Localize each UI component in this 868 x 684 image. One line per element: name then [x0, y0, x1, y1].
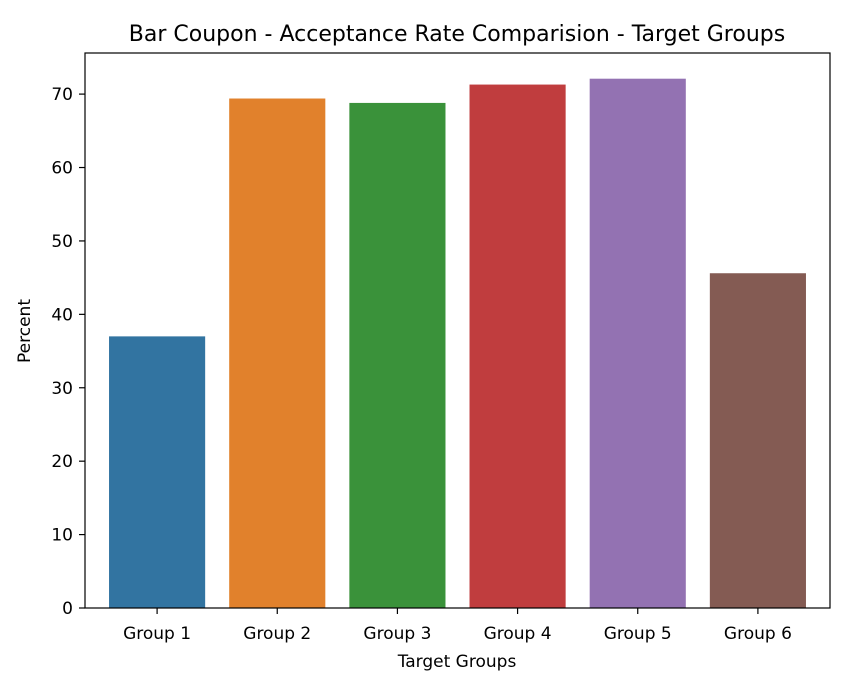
x-tick-label: Group 6 — [724, 624, 792, 644]
y-axis: 0 10 20 30 40 50 60 70 — [51, 85, 85, 619]
bar-group-5 — [589, 78, 686, 608]
y-tick-label: 40 — [51, 305, 73, 325]
bar-group-4 — [469, 84, 566, 609]
x-axis: Group 1 Group 2 Group 3 Group 4 Group 5 Group… — [123, 608, 792, 644]
bar-group-2 — [229, 98, 326, 609]
bar-group-6 — [709, 273, 806, 608]
x-tick-label: Group 2 — [243, 624, 311, 644]
y-tick-label: 0 — [62, 599, 73, 619]
x-tick-label: Group 3 — [363, 624, 431, 644]
bar-group-1 — [109, 336, 206, 608]
bar-group-3 — [349, 102, 446, 609]
chart-title: Bar Coupon - Acceptance Rate Comparision… — [129, 22, 785, 47]
x-tick-label: Group 4 — [484, 624, 552, 644]
x-tick-label: Group 5 — [604, 624, 672, 644]
y-axis-label: Percent — [15, 299, 35, 363]
y-tick-label: 10 — [51, 526, 73, 546]
y-tick-label: 60 — [51, 159, 73, 179]
y-tick-label: 70 — [51, 85, 73, 105]
plot-frame — [84, 52, 831, 609]
bars-group — [109, 78, 806, 609]
y-tick-label: 50 — [51, 232, 73, 252]
x-axis-label: Target Groups — [397, 652, 517, 672]
y-tick-label: 30 — [51, 379, 73, 399]
y-tick-label: 20 — [51, 452, 73, 472]
x-tick-label: Group 1 — [123, 624, 191, 644]
